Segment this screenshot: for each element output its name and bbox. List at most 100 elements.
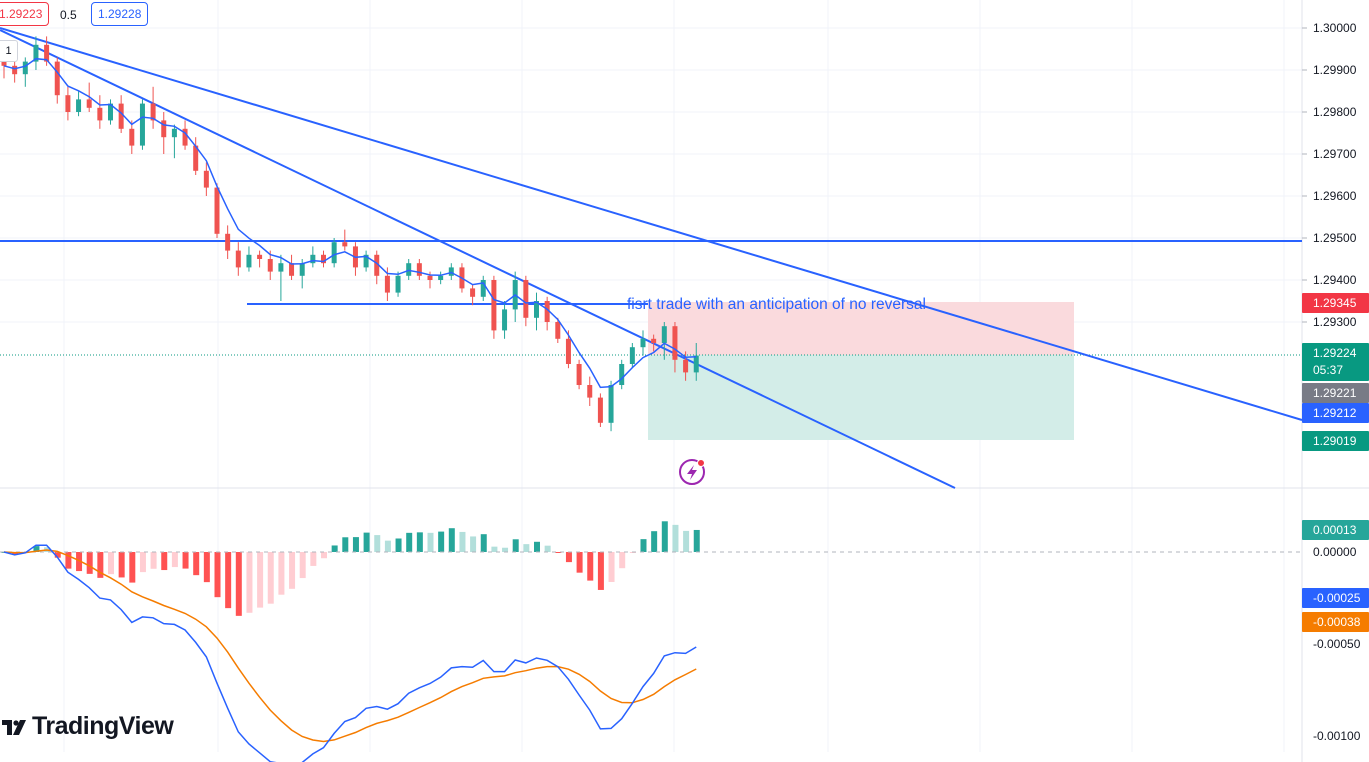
candle-body <box>108 103 113 121</box>
stop-loss-zone <box>648 302 1074 355</box>
candle-body <box>502 309 508 331</box>
price-tick-label: 1.29500 <box>1313 231 1357 245</box>
candle-body <box>161 120 167 138</box>
candle-body <box>491 280 497 331</box>
signal-value-label: -0.00038 <box>1302 612 1369 632</box>
price-tick-label: 1.29600 <box>1313 189 1357 203</box>
candle-body <box>203 170 209 188</box>
histogram-bar <box>576 552 583 573</box>
histogram-bar <box>374 535 381 552</box>
histogram-bar <box>118 552 125 578</box>
candle-body <box>289 263 295 276</box>
candle-body <box>384 275 390 293</box>
bid-price-label-text: 1.29221 <box>1313 386 1357 400</box>
histogram-bar <box>491 546 498 552</box>
candle-body <box>374 254 380 276</box>
histogram-bar <box>661 521 668 552</box>
sell-price-button[interactable]: 1.29223 <box>0 2 50 26</box>
candle-body <box>33 44 39 62</box>
histogram-bar <box>672 524 679 552</box>
price-tick-label: 1.29900 <box>1313 63 1357 77</box>
candle-body <box>448 267 454 276</box>
position-zones[interactable] <box>0 302 1302 440</box>
macd-value-label-text: -0.00025 <box>1313 591 1361 605</box>
tradingview-logo-icon <box>2 719 26 735</box>
histogram-bar <box>640 539 647 552</box>
histogram-bar <box>203 552 210 583</box>
macd-value-label-bg <box>1302 588 1369 608</box>
price-tick-label: 1.30000 <box>1313 21 1357 35</box>
candle-body <box>438 275 444 280</box>
histogram-bar <box>619 552 626 569</box>
spread-value: 0.5 <box>60 8 77 22</box>
candle-body <box>534 301 539 318</box>
candle-body <box>44 44 50 62</box>
histogram-bar <box>693 529 700 552</box>
candle-body <box>310 254 316 264</box>
histogram-bar <box>597 552 604 590</box>
candle-body <box>363 254 369 268</box>
histogram-bar <box>544 545 551 552</box>
take-profit-zone <box>648 355 1074 440</box>
histogram-bar <box>278 552 285 595</box>
macd-lines <box>3 544 697 762</box>
histogram-bar <box>267 552 274 604</box>
macd-value-label: -0.00025 <box>1302 588 1369 608</box>
quantity-box[interactable]: 1 <box>0 40 18 62</box>
entry-price-label-text: 1.29212 <box>1313 406 1357 420</box>
candle-body <box>139 103 145 146</box>
price-axis[interactable]: 1.30000 1.29900 1.29800 1.29700 1.29600 1.295… <box>1302 21 1369 743</box>
histogram-bar <box>384 540 391 552</box>
bid-price-label-bg <box>1302 383 1369 403</box>
price-tick-label: 1.29400 <box>1313 273 1357 287</box>
candle-body <box>565 338 571 364</box>
candle-body <box>427 275 433 280</box>
histogram-bar <box>512 539 519 552</box>
drawing-lines[interactable] <box>0 27 1303 489</box>
candle-body <box>22 61 28 75</box>
histogram-bar <box>108 552 114 575</box>
histogram-bar <box>651 531 658 552</box>
histogram-bar <box>257 552 264 608</box>
histogram-bar <box>608 552 615 582</box>
histogram-bar <box>299 552 306 579</box>
candles <box>1 36 699 432</box>
candle-body <box>118 103 124 129</box>
candle-body <box>246 254 252 268</box>
histogram-bar <box>406 532 413 552</box>
histogram-value-label-bg <box>1302 520 1369 540</box>
histogram-bar <box>161 552 168 571</box>
histogram-bar <box>65 552 72 569</box>
candle-body <box>395 275 401 293</box>
histogram-bar <box>459 531 466 552</box>
candle-body <box>416 263 422 276</box>
bid-price-label: 1.29221 <box>1302 383 1369 403</box>
candle-body <box>65 95 71 112</box>
candle-body <box>150 103 156 121</box>
candle-body <box>267 259 273 272</box>
candle-body <box>406 263 412 276</box>
trade-annotation[interactable]: fisrt trade with an anticipation of no r… <box>627 296 926 313</box>
long-trendline <box>0 27 1303 421</box>
target-price-label-text: 1.29019 <box>1313 434 1357 448</box>
candle-body <box>480 280 486 297</box>
bolt-icon[interactable] <box>679 459 705 485</box>
last-price-label-text: 1.29224 <box>1313 346 1357 360</box>
candle-body <box>342 242 348 247</box>
candle-body <box>651 338 657 343</box>
steep-trendline <box>0 29 956 489</box>
histogram-bar <box>97 552 104 578</box>
histogram-bar <box>76 552 83 572</box>
stop-price-label-bg <box>1302 293 1369 313</box>
histogram-bar <box>523 544 530 552</box>
candle-body <box>321 254 326 264</box>
target-price-label: 1.29019 <box>1302 431 1369 451</box>
candle-body <box>619 364 625 385</box>
buy-price-button[interactable]: 1.29228 <box>91 2 149 26</box>
histogram-bar <box>331 545 338 552</box>
macd-tick-label: 0.00000 <box>1313 545 1357 559</box>
histogram-bar <box>235 552 242 616</box>
histogram-bar <box>214 552 221 598</box>
